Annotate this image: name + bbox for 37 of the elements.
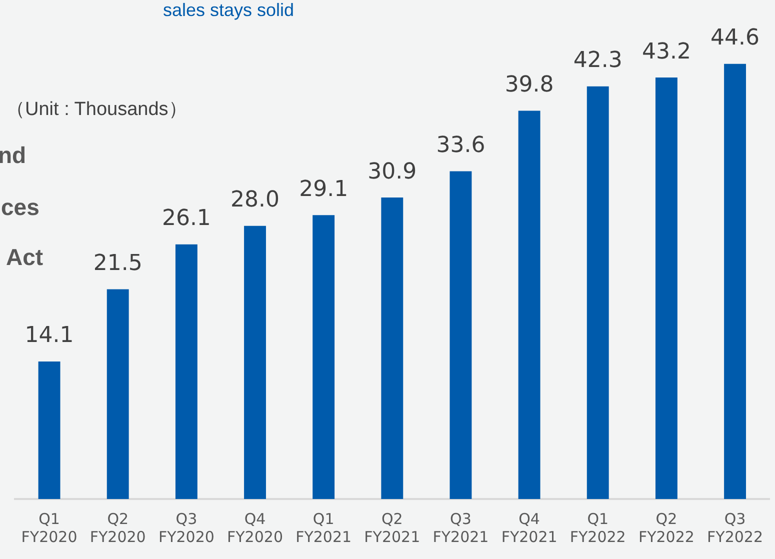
x-tick-label: Q1 FY2020	[21, 510, 78, 546]
x-tick-label: Q4 FY2021	[501, 510, 558, 546]
data-label: 39.8	[504, 72, 554, 98]
x-tick-label: Q3 FY2021	[432, 510, 489, 546]
data-label: 44.6	[710, 26, 760, 51]
bar	[655, 78, 678, 499]
bar	[381, 198, 404, 499]
bar	[175, 244, 198, 499]
bar	[586, 86, 609, 499]
data-label: 43.2	[642, 39, 691, 64]
data-label: 21.5	[93, 250, 142, 276]
bar	[450, 171, 472, 499]
x-tick-label: Q3 FY2020	[158, 510, 214, 546]
x-tick-label: Q2 FY2020	[90, 510, 146, 546]
x-tick-label: Q2 FY2022	[638, 510, 694, 546]
data-label: 33.6	[436, 132, 486, 158]
bar	[244, 226, 266, 499]
text: sales stays solid	[163, 0, 294, 21]
bar	[312, 215, 335, 499]
bar	[724, 64, 746, 499]
annotation: （Unit : Thousands）	[6, 98, 188, 122]
data-label: 42.3	[573, 48, 622, 74]
data-label: 29.1	[299, 176, 348, 202]
x-tick-label: Q1 FY2022	[570, 510, 626, 546]
annotation: Act	[6, 244, 44, 271]
data-label: 28.0	[230, 188, 280, 213]
data-label: 14.1	[24, 323, 74, 348]
bar	[106, 289, 129, 499]
annotation: ces	[1, 194, 40, 221]
bar	[38, 361, 60, 499]
data-label: 26.1	[162, 206, 211, 232]
x-tick-label: Q4 FY2020	[227, 510, 283, 546]
x-tick-label: Q3 FY2022	[707, 510, 763, 546]
x-tick-label: Q1 FY2021	[296, 510, 352, 546]
bar	[518, 110, 540, 499]
data-label: 30.9	[368, 159, 417, 184]
x-tick-label: Q2 FY2021	[364, 510, 420, 546]
